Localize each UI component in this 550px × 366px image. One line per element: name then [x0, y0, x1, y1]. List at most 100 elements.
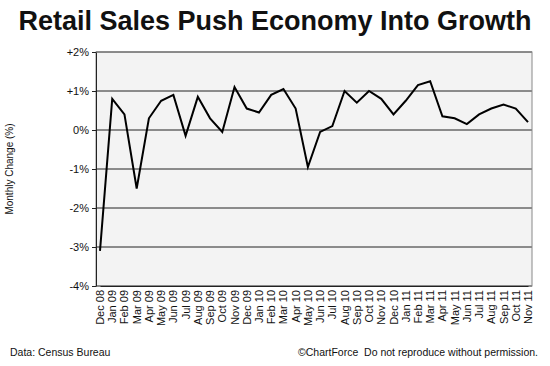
- data-line: [100, 81, 528, 251]
- y-tick-label: -1%: [69, 163, 89, 175]
- x-tick-label: Mar 11: [424, 290, 436, 323]
- x-tick-label: Sep 09: [204, 290, 216, 325]
- y-tick: 0%: [73, 124, 96, 136]
- x-tick: Feb 09: [118, 286, 130, 324]
- y-tick-label: +1%: [67, 85, 90, 97]
- plot-frame: [96, 52, 532, 286]
- x-tick-label: Jun 09: [167, 290, 179, 323]
- x-tick: Dec 09: [241, 286, 253, 325]
- x-tick-label: Sep 11: [498, 290, 510, 324]
- x-tick: Dec 10: [388, 286, 400, 325]
- x-tick: Aug 11: [485, 286, 497, 324]
- x-tick-label: Oct 09: [216, 290, 228, 322]
- grid: [96, 52, 532, 286]
- x-tick: Apr 09: [143, 286, 155, 322]
- x-tick: Jun 09: [167, 286, 179, 323]
- grid-line: [96, 169, 532, 170]
- x-tick: Nov 09: [229, 286, 241, 325]
- x-tick: Jun 11: [461, 286, 473, 322]
- annotation: ©ChartForce Do not reproduce without per…: [298, 346, 538, 358]
- x-tick: Oct 10: [363, 286, 375, 322]
- x-tick-label: Dec 09: [241, 290, 253, 325]
- x-tick: Apr 10: [290, 286, 302, 322]
- y-tick: -3%: [69, 241, 96, 253]
- y-tick-label: -4%: [69, 280, 89, 292]
- x-tick-label: Nov 11: [522, 290, 534, 324]
- x-tick-label: Aug 10: [339, 290, 351, 325]
- x-tick: Nov 11: [522, 286, 534, 324]
- y-tick: -1%: [69, 163, 96, 175]
- x-tick: Apr 11: [436, 286, 448, 322]
- y-tick-mark: [92, 169, 96, 170]
- chart: Retail Sales Push Economy Into Growth -4%…: [0, 0, 550, 366]
- x-tick: Aug 10: [339, 286, 351, 325]
- x-tick: Aug 09: [192, 286, 204, 325]
- y-tick-label: 0%: [73, 124, 89, 136]
- x-tick: May 09: [155, 286, 167, 326]
- plot-marks: [100, 81, 528, 251]
- x-tick-label: Jan 11: [400, 290, 412, 322]
- x-tick-label: Jun 10: [314, 290, 326, 323]
- title: Retail Sales Push Economy Into Growth: [18, 6, 531, 36]
- x-tick-label: Apr 11: [436, 290, 448, 322]
- x-tick-label: Jan 09: [106, 290, 118, 323]
- y-tick-mark: [92, 286, 96, 287]
- y-axis-title: Monthly Change (%): [4, 123, 15, 214]
- y-tick: +1%: [67, 85, 96, 97]
- y-tick-label: -2%: [69, 202, 89, 214]
- x-tick-label: Aug 11: [485, 290, 497, 324]
- x-axis: Dec 08Jan 09Feb 09Mar 09Apr 09May 09Jun …: [94, 286, 534, 326]
- x-tick: Jan 09: [106, 286, 118, 323]
- x-tick: Feb 10: [265, 286, 277, 324]
- x-tick: Mar 10: [277, 286, 289, 324]
- x-tick-label: Dec 10: [388, 290, 400, 325]
- x-tick: Oct 09: [216, 286, 228, 322]
- x-tick: Sep 09: [204, 286, 216, 325]
- x-tick: Jan 10: [253, 286, 265, 323]
- y-axis: -4% -3% -2% -1% 0% +1% +2%: [67, 46, 97, 292]
- y-tick-label: -3%: [69, 241, 89, 253]
- x-tick-label: Oct 10: [363, 290, 375, 322]
- y-tick: -4%: [69, 280, 96, 292]
- x-tick-label: Nov 09: [229, 290, 241, 325]
- plot-background: [96, 52, 532, 286]
- x-tick-label: Sep 10: [351, 290, 363, 325]
- grid-line: [96, 208, 532, 209]
- x-tick-label: Nov 10: [375, 290, 387, 325]
- x-tick: May 10: [302, 286, 314, 326]
- x-tick-label: Jan 10: [253, 290, 265, 323]
- x-tick-label: Jun 11: [461, 290, 473, 322]
- x-tick: May 11: [449, 286, 461, 325]
- x-tick-label: Feb 11: [412, 290, 424, 323]
- grid-line: [96, 247, 532, 248]
- grid-line: [96, 91, 532, 92]
- x-tick-label: Feb 09: [118, 290, 130, 324]
- x-tick: Feb 11: [412, 286, 424, 323]
- grid-line: [96, 130, 532, 131]
- annotation: Data: Census Bureau: [10, 346, 111, 358]
- x-tick: Jul 10: [326, 286, 338, 319]
- y-axis-line: [96, 53, 97, 287]
- x-tick: Nov 10: [375, 286, 387, 325]
- x-tick-label: Apr 09: [143, 290, 155, 322]
- x-tick: Oct 11: [510, 286, 522, 322]
- y-tick: +2%: [67, 46, 96, 58]
- x-tick: Jan 11: [400, 286, 412, 322]
- x-tick: Mar 09: [131, 286, 143, 324]
- x-tick-label: Jul 10: [326, 290, 338, 319]
- x-tick-label: May 11: [449, 290, 461, 325]
- x-tick-label: May 10: [302, 290, 314, 326]
- x-tick-label: Jul 11: [473, 290, 485, 319]
- y-tick-mark: [92, 208, 96, 209]
- x-tick-label: May 09: [155, 290, 167, 326]
- x-tick-label: Dec 08: [94, 290, 106, 325]
- y-tick-mark: [92, 52, 96, 53]
- x-tick: Jul 09: [180, 286, 192, 319]
- x-tick: Sep 10: [351, 286, 363, 325]
- x-tick-label: Jul 09: [180, 290, 192, 319]
- x-tick: Sep 11: [498, 286, 510, 324]
- y-tick-mark: [92, 130, 96, 131]
- y-tick-label: +2%: [67, 46, 90, 58]
- x-tick-label: Apr 10: [290, 290, 302, 322]
- x-tick: Mar 11: [424, 286, 436, 323]
